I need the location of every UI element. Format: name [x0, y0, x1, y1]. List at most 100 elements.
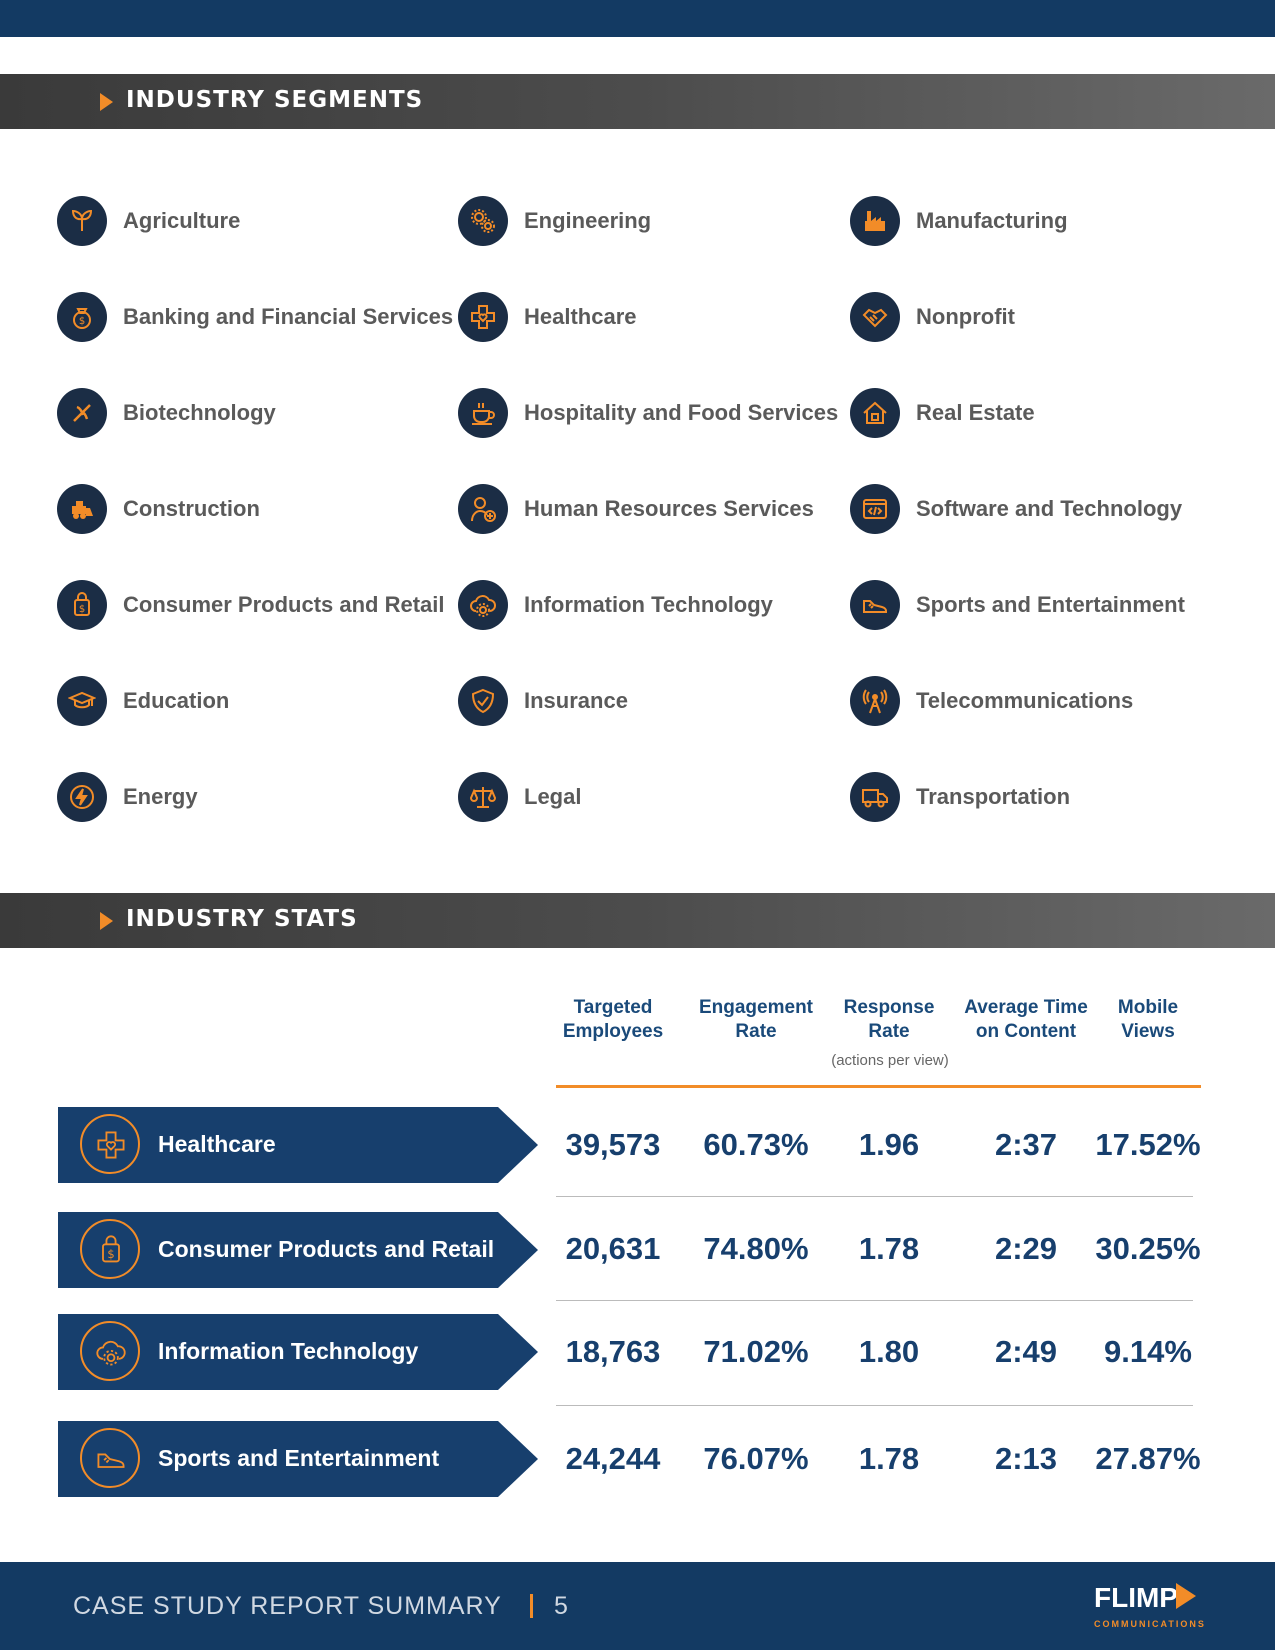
average-time-value: 2:49 — [994, 1334, 1058, 1369]
targeted-employees-value: 24,244 — [565, 1441, 661, 1476]
average-time-value: 2:37 — [994, 1127, 1058, 1162]
col-header-mobile-views: Mobile Views — [1117, 997, 1179, 1042]
segment-label: Nonprofit — [916, 304, 1015, 329]
segment-label: Sports and Entertainment — [916, 592, 1185, 617]
logo-subtitle: COMMUNICATIONS — [1094, 1619, 1206, 1629]
antenna-tower-icon — [850, 676, 900, 726]
stats-header: INDUSTRY STATS — [0, 893, 1275, 948]
truck-icon — [850, 772, 900, 822]
segment-label: Real Estate — [916, 400, 1035, 425]
segment-label: Legal — [524, 784, 582, 809]
row-banner-sports-entertainment: Sports and Entertainment — [58, 1421, 538, 1497]
segment-label: Telecommunications — [916, 688, 1134, 713]
segments-title: INDUSTRY SEGMENTS — [126, 87, 424, 113]
engagement-rate-value: 71.02% — [703, 1334, 809, 1369]
header-divider — [556, 1085, 1201, 1088]
sneaker-icon — [850, 580, 900, 630]
svg-text:$: $ — [79, 604, 85, 615]
top-bar — [0, 0, 1275, 37]
col-header-average-time: Average Time on Content — [964, 997, 1088, 1042]
mobile-views-value: 17.52% — [1095, 1127, 1201, 1162]
segment-label: Insurance — [524, 688, 628, 713]
engagement-rate-value: 74.80% — [703, 1231, 809, 1266]
money-bag-icon: $ — [57, 292, 107, 342]
footer-divider — [530, 1594, 533, 1618]
response-rate-value: 1.80 — [858, 1334, 920, 1369]
targeted-employees-value: 39,573 — [565, 1127, 661, 1162]
segment-label: Software and Technology — [916, 496, 1183, 521]
mobile-views-value: 30.25% — [1095, 1231, 1201, 1266]
engagement-rate-value: 76.07% — [703, 1441, 809, 1476]
row-label: Information Technology — [158, 1338, 419, 1364]
graduation-cap-icon — [57, 676, 107, 726]
row-label: Sports and Entertainment — [158, 1445, 440, 1471]
targeted-employees-value: 18,763 — [565, 1334, 661, 1369]
row-banner-healthcare: Healthcare — [58, 1107, 538, 1183]
stats-title: INDUSTRY STATS — [126, 906, 358, 932]
row-divider — [556, 1405, 1193, 1406]
svg-text:$: $ — [107, 1247, 114, 1261]
house-icon — [850, 388, 900, 438]
segment-label: Manufacturing — [916, 208, 1068, 233]
row-banner-consumer-products: $ Consumer Products and Retail — [58, 1212, 538, 1288]
col-header-response-rate: Response Rate — [843, 997, 935, 1042]
segment-label: Energy — [123, 784, 198, 809]
arrow-icon — [100, 93, 113, 111]
segment-label: Consumer Products and Retail — [123, 592, 445, 617]
segment-label: Hospitality and Food Services — [524, 400, 839, 425]
mobile-views-value: 27.87% — [1095, 1441, 1201, 1476]
sneaker-icon — [80, 1428, 140, 1488]
col-header-engagement-rate: Engagement Rate — [698, 997, 814, 1042]
logo-arrow-icon — [1176, 1583, 1196, 1609]
coffee-cup-icon — [458, 388, 508, 438]
shopping-bag-icon: $ — [57, 580, 107, 630]
segment-label: Transportation — [916, 784, 1071, 809]
average-time-value: 2:29 — [994, 1231, 1058, 1266]
gears-icon — [458, 196, 508, 246]
segment-label: Biotechnology — [123, 400, 276, 425]
average-time-value: 2:13 — [994, 1441, 1058, 1476]
cloud-gear-icon — [458, 580, 508, 630]
flimp-logo: FLIMP — [1094, 1582, 1178, 1613]
arrow-icon — [100, 912, 113, 930]
svg-text:$: $ — [79, 316, 85, 327]
footer: CASE STUDY REPORT SUMMARY 5 FLIMP COMMUN… — [0, 1562, 1275, 1650]
handshake-icon — [850, 292, 900, 342]
lightning-icon — [57, 772, 107, 822]
segment-label: Healthcare — [524, 304, 637, 329]
response-rate-note: (actions per view) — [831, 1052, 949, 1069]
segment-label: Banking and Financial Services — [123, 304, 454, 329]
segment-label: Human Resources Services — [524, 496, 814, 521]
segment-label: Engineering — [524, 208, 652, 233]
response-rate-value: 1.78 — [858, 1231, 920, 1266]
bulldozer-icon — [57, 484, 107, 534]
segment-label: Construction — [123, 496, 260, 521]
code-window-icon — [850, 484, 900, 534]
page-number: 5 — [554, 1592, 568, 1620]
row-divider — [556, 1300, 1193, 1301]
footer-title: CASE STUDY REPORT SUMMARY — [73, 1592, 502, 1620]
segments-header: INDUSTRY SEGMENTS — [0, 74, 1275, 129]
scales-icon — [458, 772, 508, 822]
row-divider — [556, 1196, 1193, 1197]
segment-label: Agriculture — [123, 208, 241, 233]
segment-label: Information Technology — [524, 592, 773, 617]
factory-icon — [850, 196, 900, 246]
response-rate-value: 1.78 — [858, 1441, 920, 1476]
row-label: Healthcare — [158, 1131, 276, 1157]
medical-cross-icon — [458, 292, 508, 342]
targeted-employees-value: 20,631 — [565, 1231, 661, 1266]
medical-cross-icon — [80, 1114, 140, 1174]
response-rate-value: 1.96 — [858, 1127, 920, 1162]
leaf-icon — [57, 196, 107, 246]
shopping-bag-icon: $ — [80, 1219, 140, 1279]
segment-label: Education — [123, 688, 230, 713]
shield-icon — [458, 676, 508, 726]
col-header-targeted-employees: Targeted Employees — [562, 997, 664, 1042]
dna-icon — [57, 388, 107, 438]
row-banner-information-technology: Information Technology — [58, 1314, 538, 1390]
engagement-rate-value: 60.73% — [703, 1127, 809, 1162]
mobile-views-value: 9.14% — [1104, 1334, 1192, 1369]
cloud-gear-icon — [80, 1321, 140, 1381]
person-add-icon — [458, 484, 508, 534]
